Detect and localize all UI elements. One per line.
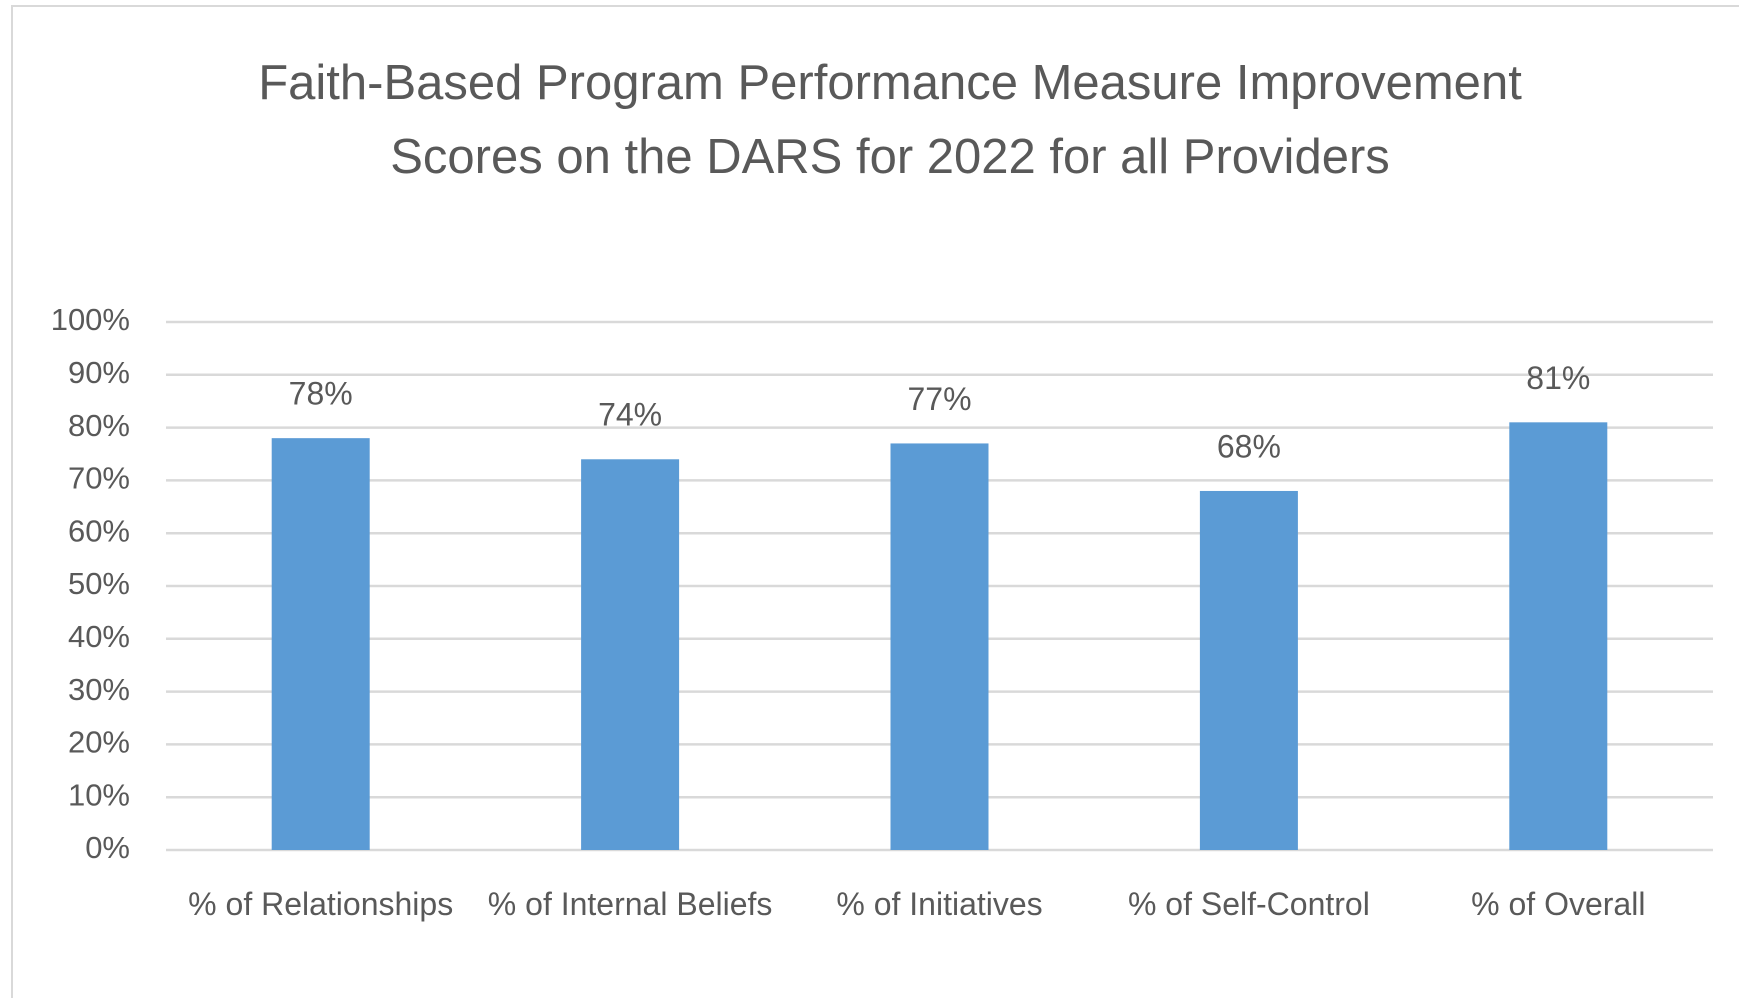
x-tick-label: % of Overall xyxy=(1471,886,1646,922)
y-tick-label: 100% xyxy=(51,302,130,337)
y-tick-label: 40% xyxy=(68,619,130,654)
y-tick-label: 30% xyxy=(68,672,130,707)
data-label: 78% xyxy=(289,376,353,412)
bar xyxy=(581,459,680,850)
data-label: 68% xyxy=(1217,428,1281,464)
bar xyxy=(890,443,989,850)
y-tick-label: 70% xyxy=(68,461,130,496)
bar xyxy=(1199,490,1298,850)
x-tick-label: % of Relationships xyxy=(188,886,454,922)
x-tick-label: % of Initiatives xyxy=(836,886,1043,922)
bar xyxy=(1509,422,1608,850)
y-tick-label: 50% xyxy=(68,566,130,601)
chart-title: Faith-Based Program Performance Measure … xyxy=(258,56,1522,184)
y-tick-label: 90% xyxy=(68,355,130,390)
data-label: 74% xyxy=(598,397,662,433)
x-tick-label: % of Internal Beliefs xyxy=(487,886,773,922)
y-tick-label: 60% xyxy=(68,513,130,548)
y-tick-label: 80% xyxy=(68,408,130,443)
x-tick-label: % of Self-Control xyxy=(1127,886,1370,922)
data-label: 77% xyxy=(907,381,971,417)
chart-border xyxy=(11,5,1739,998)
y-tick-label: 0% xyxy=(85,830,130,865)
data-label: 81% xyxy=(1526,360,1590,396)
bar xyxy=(271,438,370,850)
y-tick-label: 10% xyxy=(68,777,130,812)
y-tick-label: 20% xyxy=(68,725,130,760)
